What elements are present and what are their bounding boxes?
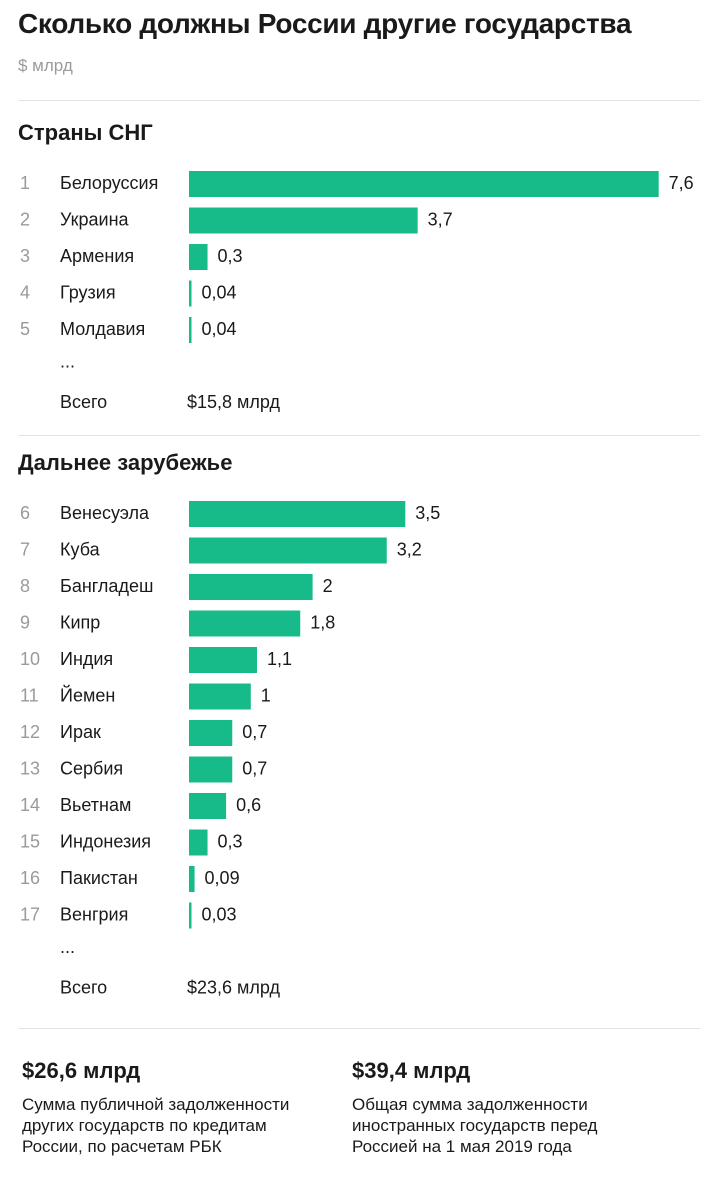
category-label: Кипр: [60, 612, 100, 632]
category-label: Сербия: [60, 758, 123, 778]
bar: [189, 501, 406, 527]
value-label: 3,7: [428, 209, 453, 229]
divider: [18, 100, 700, 101]
unit-subtitle: $ млрд: [18, 56, 73, 75]
value-label: 2: [323, 576, 333, 596]
value-label: 3,5: [415, 503, 440, 523]
category-label: Ирак: [60, 722, 101, 742]
rank-number: 10: [20, 649, 40, 669]
rank-number: 6: [20, 503, 30, 523]
bar: [189, 207, 418, 234]
category-label: Украина: [60, 209, 130, 229]
value-label: 0,7: [242, 758, 267, 778]
value-label: 0,6: [236, 795, 261, 815]
section-title-cis: Страны СНГ: [18, 120, 153, 145]
bar: [189, 793, 227, 819]
value-label: 1: [261, 685, 271, 705]
bar: [189, 866, 195, 892]
value-label: 0,04: [202, 282, 237, 302]
bar: [189, 720, 233, 746]
divider: [18, 1028, 700, 1029]
total-value: $23,6 млрд: [187, 977, 281, 997]
rank-number: 11: [20, 685, 39, 705]
divider: [18, 435, 700, 436]
bar: [189, 574, 313, 600]
rank-number: 3: [20, 246, 30, 266]
value-label: 0,04: [202, 319, 237, 339]
category-label: Йемен: [60, 684, 115, 705]
bar-chart: 1 Белоруссия 7,6 2 Украина 3,7 3 Армения 0,3 4 Гру…: [20, 171, 694, 997]
total-value: $15,8 млрд: [187, 392, 281, 412]
bar: [189, 756, 233, 783]
value-label: 3,2: [397, 539, 422, 559]
page-title: Сколько должны России другие государства: [18, 8, 632, 39]
bar: [189, 317, 192, 343]
footer-right-value: $39,4 млрд: [352, 1058, 471, 1083]
value-label: 0,3: [218, 831, 243, 851]
bar: [189, 683, 251, 710]
value-label: 0,03: [202, 904, 237, 924]
rank-number: 15: [20, 831, 40, 851]
rank-number: 16: [20, 868, 40, 888]
bar: [189, 829, 208, 856]
rank-number: 13: [20, 758, 40, 778]
bar: [189, 244, 208, 270]
category-label: Бангладеш: [60, 576, 153, 596]
value-label: 0,3: [218, 246, 243, 266]
category-label: Венесуэла: [60, 503, 150, 523]
bar: [189, 610, 301, 637]
bar: [189, 280, 192, 307]
ellipsis: ...: [60, 351, 75, 371]
rank-number: 1: [20, 173, 30, 193]
category-label: Пакистан: [60, 868, 138, 888]
rank-number: 2: [20, 209, 30, 229]
footer-left-value: $26,6 млрд: [22, 1058, 141, 1083]
rank-number: 8: [20, 576, 30, 596]
category-label: Венгрия: [60, 904, 128, 924]
bar: [189, 902, 192, 929]
rank-number: 12: [20, 722, 40, 742]
category-label: Индонезия: [60, 831, 151, 851]
category-label: Молдавия: [60, 319, 145, 339]
footer-right-description: Общая сумма задолженности иностранных го…: [352, 1095, 598, 1156]
category-label: Куба: [60, 539, 101, 559]
category-label: Армения: [60, 246, 134, 266]
ellipsis: ...: [60, 937, 75, 957]
rank-number: 7: [20, 539, 30, 559]
rank-number: 17: [20, 904, 40, 924]
value-label: 0,09: [205, 868, 240, 888]
bar: [189, 537, 387, 564]
total-label: Всего: [60, 977, 107, 997]
value-label: 7,6: [669, 173, 694, 193]
category-label: Индия: [60, 649, 113, 669]
value-label: 0,7: [242, 722, 267, 742]
rank-number: 9: [20, 612, 30, 632]
value-label: 1,8: [310, 612, 335, 632]
rank-number: 4: [20, 282, 30, 302]
category-label: Вьетнам: [60, 795, 131, 815]
rank-number: 14: [20, 795, 40, 815]
rank-number: 5: [20, 319, 30, 339]
category-label: Грузия: [60, 282, 116, 302]
section-title-far-abroad: Дальнее зарубежье: [18, 450, 233, 475]
category-label: Белоруссия: [60, 173, 158, 193]
bar: [189, 171, 659, 197]
footer-left-description: Сумма публичной задолженности других гос…: [22, 1095, 290, 1156]
bar: [189, 647, 257, 673]
value-label: 1,1: [267, 649, 292, 669]
total-label: Всего: [60, 392, 107, 412]
